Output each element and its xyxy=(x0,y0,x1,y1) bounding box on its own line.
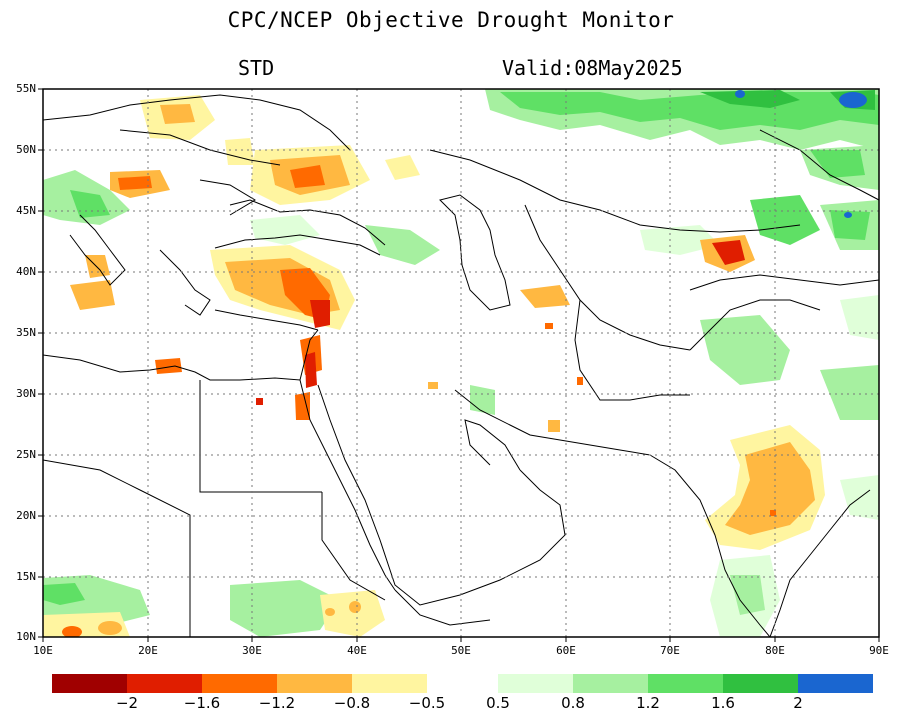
lon-label: 10E xyxy=(33,644,53,657)
colorbar-label: 1.6 xyxy=(711,694,735,712)
dry-anomalies xyxy=(43,95,825,637)
lat-label: 45N xyxy=(16,204,36,217)
colorbar-swatch-negative xyxy=(52,674,127,693)
colorbar-swatch-negative xyxy=(352,674,427,693)
lon-label: 60E xyxy=(556,644,576,657)
lat-label: 50N xyxy=(16,143,36,156)
lon-label: 90E xyxy=(869,644,889,657)
colorbar-swatch-positive xyxy=(498,674,573,693)
colorbar-swatch-negative xyxy=(277,674,352,693)
lon-label: 40E xyxy=(347,644,367,657)
coastlines xyxy=(43,94,879,637)
grid-lines xyxy=(43,89,879,637)
anomaly-field xyxy=(43,89,879,637)
lat-label: 20N xyxy=(16,509,36,522)
lat-label: 15N xyxy=(16,570,36,583)
map-title: CPC/NCEP Objective Drought Monitor xyxy=(227,8,675,32)
colorbar-label: −0.8 xyxy=(333,694,371,712)
colorbar-label: 2 xyxy=(793,694,803,712)
valid-date: Valid:08May2025 xyxy=(502,56,683,80)
variable-label: STD xyxy=(238,56,275,80)
axis-ticks xyxy=(38,88,880,642)
colorbar-swatch-negative xyxy=(127,674,202,693)
colorbar-label: −0.5 xyxy=(408,694,446,712)
lat-label: 55N xyxy=(16,82,36,95)
lat-label: 40N xyxy=(16,265,36,278)
lon-label: 20E xyxy=(138,644,158,657)
colorbar-swatch-negative xyxy=(202,674,277,693)
lon-label: 80E xyxy=(765,644,785,657)
lon-label: 70E xyxy=(660,644,680,657)
colorbar-label: 0.8 xyxy=(561,694,585,712)
colorbar-label: −2 xyxy=(115,694,139,712)
colorbar-swatch-positive xyxy=(723,674,798,693)
lat-label: 10N xyxy=(16,630,36,643)
lon-label: 50E xyxy=(451,644,471,657)
lat-label: 30N xyxy=(16,387,36,400)
colorbar-label: −1.2 xyxy=(258,694,296,712)
colorbar-label: −1.6 xyxy=(183,694,221,712)
lat-label: 35N xyxy=(16,326,36,339)
lon-label: 30E xyxy=(242,644,262,657)
colorbar-label: 0.5 xyxy=(486,694,510,712)
colorbar-swatch-positive xyxy=(573,674,648,693)
colorbar-swatch-positive xyxy=(798,674,873,693)
colorbar-label: 1.2 xyxy=(636,694,660,712)
colorbar-swatch-positive xyxy=(648,674,723,693)
lat-label: 25N xyxy=(16,448,36,461)
